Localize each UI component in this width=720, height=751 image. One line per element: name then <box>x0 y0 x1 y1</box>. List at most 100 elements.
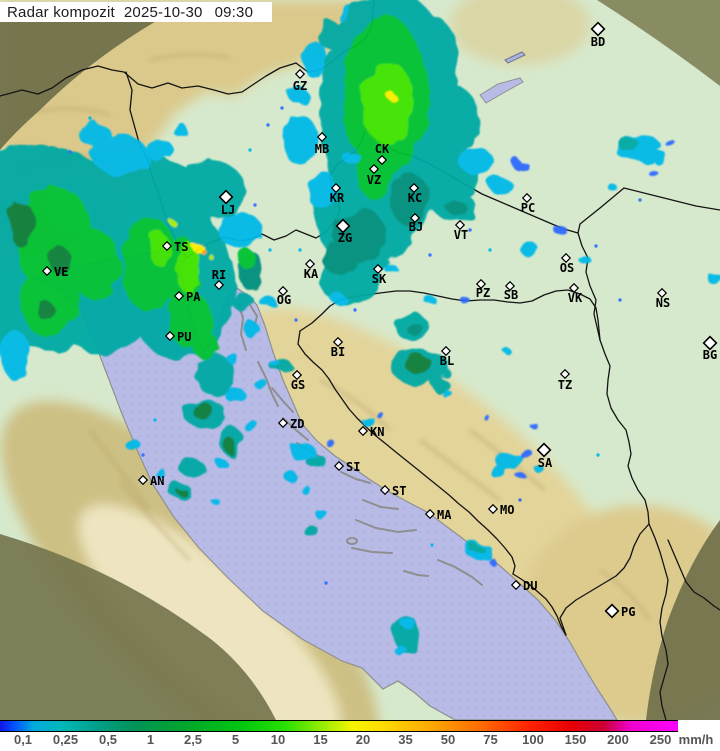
precip-cell <box>322 242 358 274</box>
precip-cell <box>79 123 111 147</box>
precip-cell <box>651 153 669 163</box>
city-marker-GZ <box>294 68 306 80</box>
border-hungary-serbia <box>623 187 720 211</box>
city-marker-SI <box>333 460 345 472</box>
precip-cell <box>579 256 591 264</box>
precip-cell <box>520 244 540 256</box>
precip-cell <box>488 464 504 476</box>
city-marker-PZ <box>475 278 487 290</box>
precip-speck <box>428 253 432 257</box>
precip-cell <box>390 174 430 226</box>
precip-cell <box>446 202 468 214</box>
precip-speck <box>618 298 622 302</box>
precip-cell <box>460 297 470 303</box>
precip-cell <box>201 249 207 255</box>
city-label-MB: MB <box>315 142 329 156</box>
legend-value-10: 50 <box>440 732 456 747</box>
precip-cell <box>116 169 164 201</box>
intensity-legend: 0,1 0,25 0,5 1 2,5 5 10 15 20 35 50 75 100 150 200 250 m… <box>0 720 720 751</box>
precip-cell <box>520 450 534 460</box>
precip-cell <box>242 420 258 430</box>
precip-cell <box>360 416 374 424</box>
dinarides-terrain <box>233 307 627 633</box>
city-label-NS: NS <box>656 296 670 310</box>
precip-speck <box>248 148 252 152</box>
precip-cell <box>515 472 525 478</box>
city-markers-layer: BD GZ MB CK VZ KR KC PC LJ ZG BJ VT TS VE RI KA SK OS PA OG… <box>41 21 718 619</box>
city-label-PC: PC <box>521 201 535 215</box>
apennines-bright-band <box>78 504 342 720</box>
city-marker-SB <box>504 280 516 292</box>
precip-cell <box>424 296 436 304</box>
precip-cell <box>667 141 677 149</box>
precip-cell <box>284 472 298 482</box>
city-marker-AN <box>137 474 149 486</box>
precip-speck <box>468 228 472 232</box>
city-marker-BG <box>702 335 718 351</box>
radar-map-view: BD GZ MB CK VZ KR KC PC LJ ZG BJ VT TS VE RI KA SK OS PA OG… <box>0 0 720 720</box>
precip-cell <box>362 61 414 145</box>
legend-value-5: 5 <box>231 732 240 747</box>
city-label-MO: MO <box>500 503 514 517</box>
precip-cell <box>332 295 348 305</box>
island-mljet <box>403 570 429 577</box>
precip-cell <box>92 135 148 175</box>
precip-cell <box>617 137 639 151</box>
precip-cell <box>224 438 236 454</box>
city-marker-BI <box>332 336 344 348</box>
legend-gradient-bar <box>0 720 678 732</box>
city-label-TZ: TZ <box>558 378 572 392</box>
precip-cell <box>288 87 308 103</box>
precip-cell <box>488 177 512 193</box>
precip-cell <box>209 255 215 261</box>
precip-speck <box>280 106 284 110</box>
city-marker-VK <box>568 282 580 294</box>
city-label-BJ: BJ <box>409 220 423 234</box>
precip-speck <box>518 498 522 502</box>
precip-speck <box>353 308 357 312</box>
precip-speck <box>324 581 328 585</box>
precip-cell <box>179 459 205 477</box>
precip-cell <box>443 391 453 399</box>
map-time: 09:30 <box>214 3 254 21</box>
precip-cell <box>470 544 484 554</box>
map-title: Radar kompozit <box>7 3 115 21</box>
city-marker-PC <box>521 192 533 204</box>
precip-cell <box>383 264 397 272</box>
precip-speck <box>141 453 145 457</box>
precip-cell <box>504 349 512 355</box>
city-marker-CK <box>376 154 388 166</box>
city-label-SA: SA <box>538 456 553 470</box>
legend-value-3: 1 <box>146 732 155 747</box>
city-label-PG: PG <box>621 605 635 619</box>
city-marker-BD <box>590 21 606 37</box>
precip-cell <box>394 645 406 655</box>
city-marker-KN <box>357 425 369 437</box>
precip-speck <box>153 418 157 422</box>
island-chain <box>340 471 371 484</box>
legend-value-4: 2,5 <box>183 732 203 747</box>
precip-cell <box>225 387 245 403</box>
city-label-MA: MA <box>437 508 452 522</box>
precip-speck <box>594 244 598 248</box>
island-brac <box>362 499 399 510</box>
precip-speck <box>88 116 92 120</box>
title-bar: Radar kompozit 2025-10-30 09:30 <box>0 2 272 22</box>
precip-cell <box>212 499 220 505</box>
city-label-VT: VT <box>454 228 468 242</box>
legend-value-14: 200 <box>607 732 629 747</box>
precip-speck <box>68 150 72 154</box>
precip-cell <box>20 262 80 338</box>
city-label-VK: VK <box>568 291 583 305</box>
city-label-BI: BI <box>331 345 345 359</box>
map-date: 2025-10-30 <box>123 3 203 21</box>
city-marker-MO <box>487 503 499 515</box>
precip-cell <box>70 230 120 300</box>
precip-cell <box>271 360 281 368</box>
precip-speck <box>266 123 270 127</box>
city-marker-PU <box>164 330 176 342</box>
precipitation-specks <box>68 106 642 585</box>
precip-cell <box>325 440 335 446</box>
city-marker-OS <box>560 252 572 264</box>
precip-cell <box>495 453 525 469</box>
